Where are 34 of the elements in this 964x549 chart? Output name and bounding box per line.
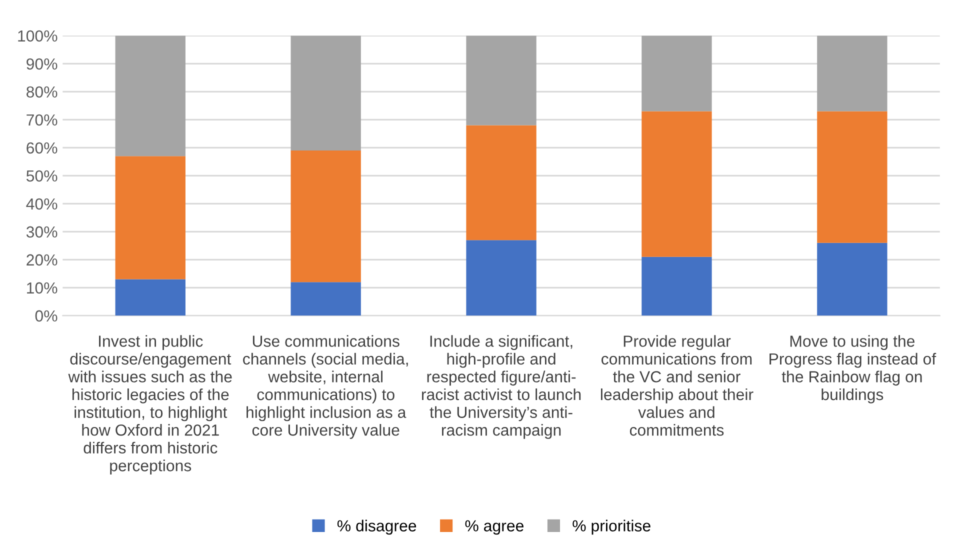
- x-tick-label: Invest in public discourse/engagement with issues such as the historic legacies of the institution, to highlight how Oxford in 2021 differs from historic perceptions: [68, 335, 232, 474]
- bar: [466, 36, 536, 126]
- x-tick-label: Use communications channels (social media, website, internal communications) to highlight inclusion as a core University value: [243, 335, 408, 439]
- bar: [290, 36, 361, 150]
- legend-label: % disagree: [337, 520, 416, 535]
- bar: [642, 36, 712, 112]
- y-tick-label: 10%: [27, 282, 58, 294]
- bar: [817, 111, 888, 243]
- y-tick-label: 40%: [26, 198, 58, 210]
- y-tick-label: 60%: [26, 142, 58, 154]
- legend-label: % agree: [465, 520, 524, 535]
- bar: [466, 240, 536, 316]
- y-tick-label: 70%: [26, 114, 58, 126]
- legend-label: % prioritise: [572, 520, 650, 535]
- bar: [115, 279, 186, 316]
- bar: [817, 36, 888, 112]
- y-tick-label: 80%: [26, 86, 58, 98]
- x-tick-label: Move to using the Progress flag instead of the Rainbow flag on buildings: [770, 335, 936, 404]
- y-tick-label: 30%: [26, 226, 58, 238]
- bar: [466, 125, 536, 240]
- bar: [642, 256, 712, 316]
- bar: [115, 156, 186, 280]
- bar: [290, 150, 361, 282]
- x-tick-label: Provide regular communications from the VC and senior leadership about their values and commitments: [601, 335, 754, 436]
- y-tick-label: 100%: [18, 30, 58, 42]
- y-tick-label: 0%: [35, 310, 58, 322]
- bar: [290, 282, 361, 316]
- bar: [115, 36, 186, 156]
- bar: [642, 111, 712, 257]
- y-tick-label: 50%: [26, 170, 58, 182]
- x-tick-label: Include a significant, high-profile and respected figure/anti- racist activist to launch the University’s anti- racism campaign: [422, 335, 581, 439]
- y-tick-label: 90%: [26, 58, 58, 70]
- bar: [817, 242, 888, 316]
- y-tick-label: 20%: [26, 254, 58, 266]
